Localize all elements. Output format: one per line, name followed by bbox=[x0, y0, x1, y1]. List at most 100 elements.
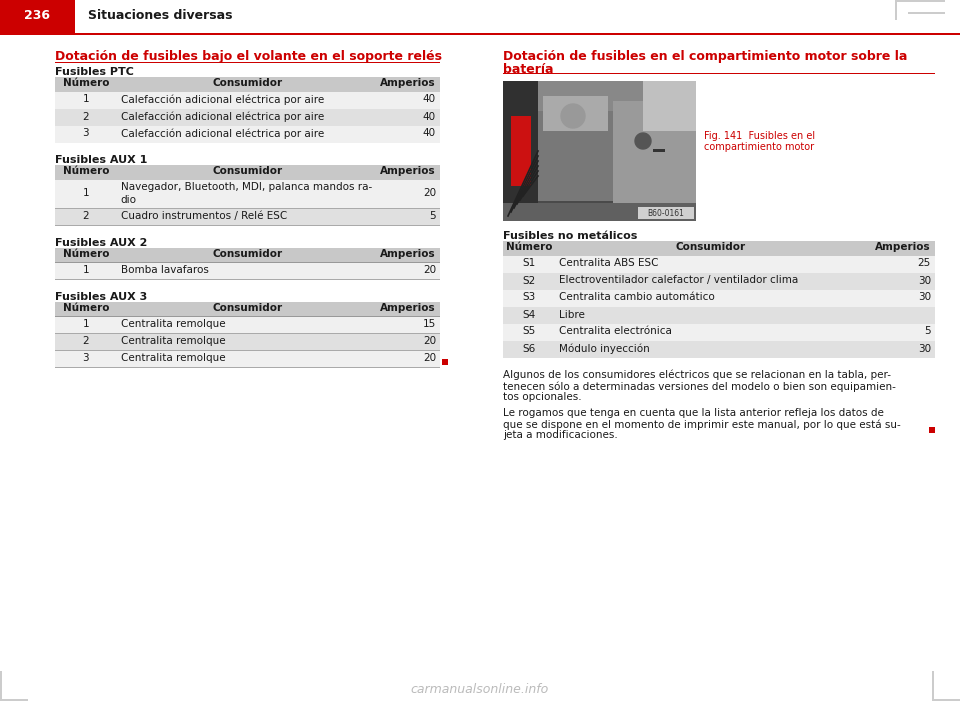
Text: Centralita remolque: Centralita remolque bbox=[121, 320, 226, 329]
Bar bbox=[932, 699, 960, 701]
Text: 2: 2 bbox=[83, 111, 89, 121]
Text: 40: 40 bbox=[422, 111, 436, 121]
Bar bbox=[503, 341, 935, 358]
Text: Calefacción adicional eléctrica por aire: Calefacción adicional eléctrica por aire bbox=[121, 111, 324, 122]
Text: 30: 30 bbox=[918, 275, 931, 285]
Text: 25: 25 bbox=[918, 259, 931, 268]
Bar bbox=[503, 256, 935, 273]
Bar bbox=[55, 92, 440, 109]
Text: S2: S2 bbox=[522, 275, 536, 285]
Text: Fusibles AUX 1: Fusibles AUX 1 bbox=[55, 155, 148, 165]
Text: Fusibles PTC: Fusibles PTC bbox=[55, 67, 133, 77]
Bar bbox=[503, 273, 935, 290]
Text: Amperios: Amperios bbox=[380, 304, 436, 313]
Bar bbox=[643, 81, 696, 131]
Text: 1: 1 bbox=[83, 266, 89, 275]
Bar bbox=[55, 77, 440, 92]
Text: 3: 3 bbox=[83, 353, 89, 363]
Text: Número: Número bbox=[62, 250, 109, 259]
Bar bbox=[613, 101, 696, 221]
Text: 40: 40 bbox=[422, 128, 436, 139]
Bar bbox=[55, 262, 440, 263]
Text: 15: 15 bbox=[422, 320, 436, 329]
Bar bbox=[503, 324, 935, 341]
Text: Dotación de fusibles bajo el volante en el soporte relés: Dotación de fusibles bajo el volante en … bbox=[55, 50, 442, 63]
Text: 1: 1 bbox=[83, 95, 89, 104]
Bar bbox=[503, 203, 696, 221]
Text: 1: 1 bbox=[83, 189, 89, 198]
Text: Número: Número bbox=[506, 243, 552, 252]
Text: Número: Número bbox=[62, 167, 109, 177]
Text: Calefacción adicional eléctrica por aire: Calefacción adicional eléctrica por aire bbox=[121, 128, 324, 139]
Text: Amperios: Amperios bbox=[380, 79, 436, 88]
Text: que se dispone en el momento de imprimir este manual, por lo que está su-: que se dispone en el momento de imprimir… bbox=[503, 419, 900, 430]
Bar bbox=[503, 290, 935, 307]
Text: Fig. 141  Fusibles en el: Fig. 141 Fusibles en el bbox=[704, 131, 815, 141]
Bar bbox=[511, 116, 531, 186]
Bar bbox=[503, 307, 935, 324]
Text: 20: 20 bbox=[422, 266, 436, 275]
Text: carmanualsonline.info: carmanualsonline.info bbox=[411, 683, 549, 696]
Text: Consumidor: Consumidor bbox=[212, 250, 282, 259]
Text: Amperios: Amperios bbox=[876, 243, 931, 252]
Text: 30: 30 bbox=[918, 343, 931, 353]
Text: 3: 3 bbox=[83, 128, 89, 139]
Text: Libre: Libre bbox=[559, 310, 585, 320]
Bar bbox=[895, 0, 945, 2]
Bar bbox=[55, 263, 440, 280]
Text: 1: 1 bbox=[83, 320, 89, 329]
Bar bbox=[55, 179, 440, 180]
Text: Consumidor: Consumidor bbox=[212, 79, 282, 88]
Text: 20: 20 bbox=[422, 336, 436, 346]
Text: Consumidor: Consumidor bbox=[212, 167, 282, 177]
Text: Centralita cambio automático: Centralita cambio automático bbox=[559, 292, 714, 303]
Bar bbox=[543, 96, 608, 131]
Text: 5: 5 bbox=[429, 212, 436, 222]
Text: 2: 2 bbox=[83, 336, 89, 346]
Text: Fusibles no metálicos: Fusibles no metálicos bbox=[503, 231, 637, 241]
Text: Fusibles AUX 2: Fusibles AUX 2 bbox=[55, 238, 148, 248]
Bar bbox=[0, 671, 2, 701]
Bar bbox=[55, 165, 440, 180]
Bar bbox=[908, 12, 945, 14]
Text: tos opcionales.: tos opcionales. bbox=[503, 392, 582, 402]
Bar bbox=[55, 92, 440, 93]
Text: Número: Número bbox=[62, 79, 109, 88]
Text: B60-0161: B60-0161 bbox=[648, 208, 684, 217]
Bar bbox=[55, 316, 440, 317]
Text: batería: batería bbox=[503, 63, 554, 76]
Text: 20: 20 bbox=[422, 189, 436, 198]
Text: Número: Número bbox=[62, 304, 109, 313]
Bar bbox=[932, 671, 934, 701]
Bar bbox=[55, 302, 440, 317]
Text: Amperios: Amperios bbox=[380, 250, 436, 259]
Bar bbox=[503, 73, 935, 74]
Text: Amperios: Amperios bbox=[380, 167, 436, 177]
Text: Electroventilador calefactor / ventilador clima: Electroventilador calefactor / ventilado… bbox=[559, 275, 798, 285]
Bar bbox=[0, 0, 75, 33]
Polygon shape bbox=[561, 104, 585, 128]
Text: compartimiento motor: compartimiento motor bbox=[704, 142, 814, 152]
Bar bbox=[0, 699, 28, 701]
Text: Fusibles AUX 3: Fusibles AUX 3 bbox=[55, 292, 147, 302]
Text: S3: S3 bbox=[522, 292, 536, 303]
Bar bbox=[503, 81, 696, 221]
Bar bbox=[538, 111, 618, 201]
Bar bbox=[503, 255, 935, 257]
Bar bbox=[55, 351, 440, 368]
Bar bbox=[0, 33, 960, 34]
Text: Situaciones diversas: Situaciones diversas bbox=[88, 9, 232, 22]
Bar bbox=[55, 62, 440, 63]
Text: Centralita ABS ESC: Centralita ABS ESC bbox=[559, 259, 659, 268]
Text: Consumidor: Consumidor bbox=[212, 304, 282, 313]
Bar bbox=[503, 241, 935, 256]
Text: Navegador, Bluetooth, MDI, palanca mandos ra-
dio: Navegador, Bluetooth, MDI, palanca mando… bbox=[121, 182, 372, 205]
Bar bbox=[929, 427, 935, 433]
Text: 40: 40 bbox=[422, 95, 436, 104]
Text: 30: 30 bbox=[918, 292, 931, 303]
Text: S5: S5 bbox=[522, 327, 536, 336]
Text: jeta a modificaciones.: jeta a modificaciones. bbox=[503, 430, 617, 440]
Bar bbox=[503, 81, 538, 221]
Text: Centralita remolque: Centralita remolque bbox=[121, 353, 226, 363]
Bar bbox=[55, 126, 440, 143]
